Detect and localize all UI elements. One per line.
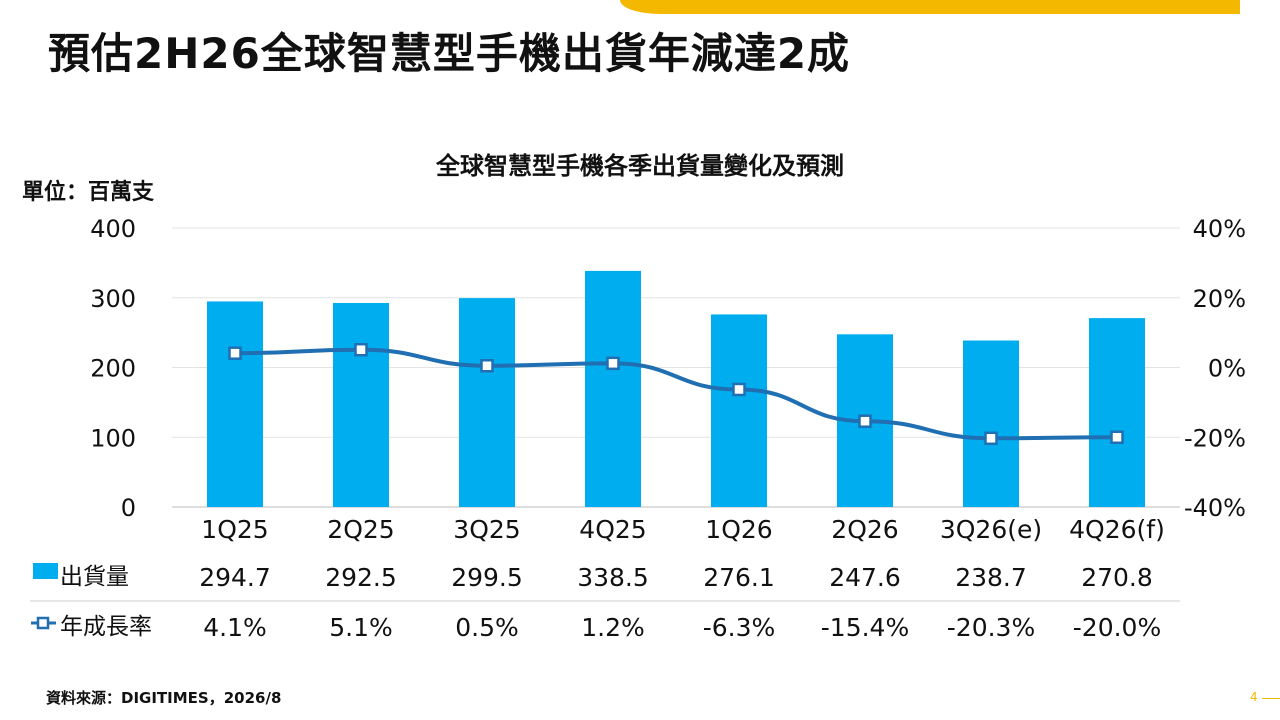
table-value-shipments: 292.5 bbox=[325, 563, 397, 592]
table-value-shipments: 238.7 bbox=[955, 563, 1027, 592]
table-value-growth: -15.4% bbox=[821, 613, 909, 642]
category-label: 4Q25 bbox=[579, 515, 646, 544]
table-value-growth: 5.1% bbox=[329, 613, 393, 642]
chart-title: 全球智慧型手機各季出貨量變化及預測 bbox=[436, 152, 844, 180]
growth-rate-point bbox=[732, 382, 746, 397]
table-value-growth: -20.3% bbox=[947, 613, 1035, 642]
bar-shipments bbox=[585, 270, 641, 507]
table-value-growth: 4.1% bbox=[203, 613, 267, 642]
left-axis-tick: 200 bbox=[90, 355, 136, 383]
growth-rate-point bbox=[858, 414, 872, 428]
table-value-growth: 0.5% bbox=[455, 613, 519, 642]
table-value-shipments: 247.6 bbox=[829, 563, 901, 592]
category-label: 2Q25 bbox=[327, 515, 394, 544]
growth-rate-point bbox=[228, 346, 242, 360]
table-value-shipments: 270.8 bbox=[1081, 563, 1153, 592]
legend-bar-swatch bbox=[33, 563, 58, 579]
right-axis-tick: 20% bbox=[1193, 285, 1246, 313]
right-axis-tick: -40% bbox=[1184, 494, 1246, 522]
category-label: 1Q25 bbox=[201, 515, 268, 544]
right-axis-tick: -20% bbox=[1184, 424, 1246, 452]
table-value-growth: -6.3% bbox=[703, 613, 776, 642]
unit-label: 單位：百萬支 bbox=[22, 180, 155, 205]
left-axis-tick: 0 bbox=[121, 494, 136, 522]
table-value-shipments: 294.7 bbox=[199, 563, 271, 592]
bar-shipments bbox=[1089, 318, 1145, 507]
bar-shipments bbox=[207, 301, 263, 507]
category-label: 1Q26 bbox=[705, 515, 772, 544]
page-number: 4 bbox=[1250, 690, 1258, 704]
bar-shipments bbox=[711, 314, 767, 507]
bar-shipments bbox=[963, 340, 1019, 507]
table-value-shipments: 338.5 bbox=[577, 563, 649, 592]
growth-rate-point bbox=[984, 431, 998, 446]
legend-bar-label: 出貨量 bbox=[60, 564, 129, 590]
growth-rate-point bbox=[1110, 430, 1124, 444]
table-value-growth: 1.2% bbox=[581, 613, 645, 642]
slide-title: 預估2H26全球智慧型手機出貨年減達2成 bbox=[48, 29, 851, 78]
header-accent-bar bbox=[620, 0, 1240, 14]
legend-line-label: 年成長率 bbox=[60, 614, 152, 640]
table-value-shipments: 276.1 bbox=[703, 563, 775, 592]
table-value-shipments: 299.5 bbox=[451, 563, 523, 592]
left-axis-tick: 300 bbox=[90, 285, 136, 313]
bar-shipments bbox=[333, 302, 389, 507]
bar-shipments bbox=[459, 298, 515, 507]
legend-line-marker bbox=[36, 616, 50, 630]
source-note: 資料來源：DIGITIMES，2026/8 bbox=[46, 689, 282, 707]
growth-rate-line bbox=[234, 347, 1118, 441]
category-label: 3Q26(e) bbox=[940, 515, 1042, 544]
right-axis-tick: 0% bbox=[1208, 355, 1246, 383]
growth-rate-point bbox=[480, 359, 494, 373]
table-value-growth: -20.0% bbox=[1073, 613, 1161, 642]
category-label: 4Q26(f) bbox=[1069, 515, 1165, 544]
growth-rate-point bbox=[354, 342, 368, 357]
left-axis-tick: 100 bbox=[90, 424, 136, 452]
right-axis-tick: 40% bbox=[1193, 215, 1246, 243]
category-label: 2Q26 bbox=[831, 515, 898, 544]
combo-chart: 0 100 200 300 400 -40% -20% 0% 20% 40% 1Q25 2Q25 3Q2… bbox=[30, 215, 1246, 642]
category-label: 3Q25 bbox=[453, 515, 520, 544]
left-axis-tick: 400 bbox=[90, 215, 136, 243]
page-number-rule bbox=[1262, 698, 1280, 699]
growth-rate-point bbox=[606, 356, 620, 371]
